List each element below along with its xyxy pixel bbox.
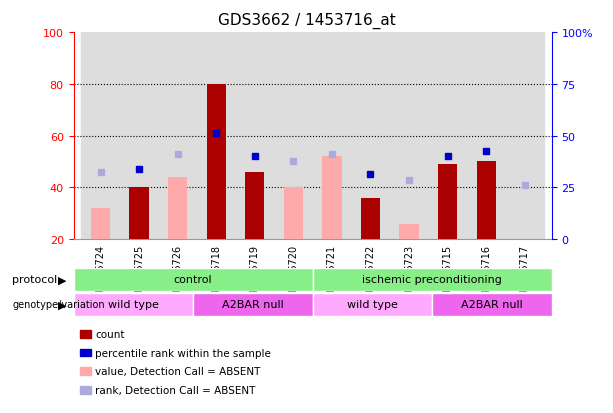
Bar xyxy=(467,33,506,240)
Text: ▶: ▶ xyxy=(58,275,67,285)
FancyBboxPatch shape xyxy=(74,268,313,291)
Bar xyxy=(129,188,149,240)
Bar xyxy=(284,188,303,240)
Bar xyxy=(168,178,188,240)
Bar xyxy=(245,173,264,240)
Bar xyxy=(438,165,457,240)
Bar xyxy=(82,33,120,240)
Text: control: control xyxy=(173,275,213,285)
Text: wild type: wild type xyxy=(108,299,159,310)
Text: protocol: protocol xyxy=(12,275,58,285)
FancyBboxPatch shape xyxy=(313,293,432,316)
Text: value, Detection Call = ABSENT: value, Detection Call = ABSENT xyxy=(95,366,261,376)
FancyBboxPatch shape xyxy=(193,293,313,316)
Bar xyxy=(235,33,274,240)
Bar xyxy=(361,198,380,240)
Text: GDS3662 / 1453716_at: GDS3662 / 1453716_at xyxy=(218,12,395,28)
FancyBboxPatch shape xyxy=(74,293,193,316)
Bar xyxy=(390,33,428,240)
Text: A2BAR null: A2BAR null xyxy=(222,299,284,310)
Bar xyxy=(476,162,496,240)
Text: ischemic preconditioning: ischemic preconditioning xyxy=(362,275,502,285)
Text: count: count xyxy=(95,329,124,339)
FancyBboxPatch shape xyxy=(313,268,552,291)
Bar xyxy=(313,33,351,240)
Bar xyxy=(322,157,341,240)
Text: rank, Detection Call = ABSENT: rank, Detection Call = ABSENT xyxy=(95,385,256,395)
Text: A2BAR null: A2BAR null xyxy=(461,299,523,310)
Bar xyxy=(506,33,544,240)
Text: genotype/variation: genotype/variation xyxy=(12,299,105,310)
Bar xyxy=(158,33,197,240)
Text: wild type: wild type xyxy=(347,299,398,310)
Bar xyxy=(91,209,110,240)
Bar xyxy=(120,33,158,240)
Text: ▶: ▶ xyxy=(58,299,67,310)
Bar xyxy=(274,33,313,240)
Bar xyxy=(207,85,226,240)
Bar xyxy=(400,224,419,240)
Bar xyxy=(351,33,390,240)
Bar xyxy=(428,33,467,240)
Text: percentile rank within the sample: percentile rank within the sample xyxy=(95,348,271,358)
Bar xyxy=(197,33,235,240)
FancyBboxPatch shape xyxy=(432,293,552,316)
